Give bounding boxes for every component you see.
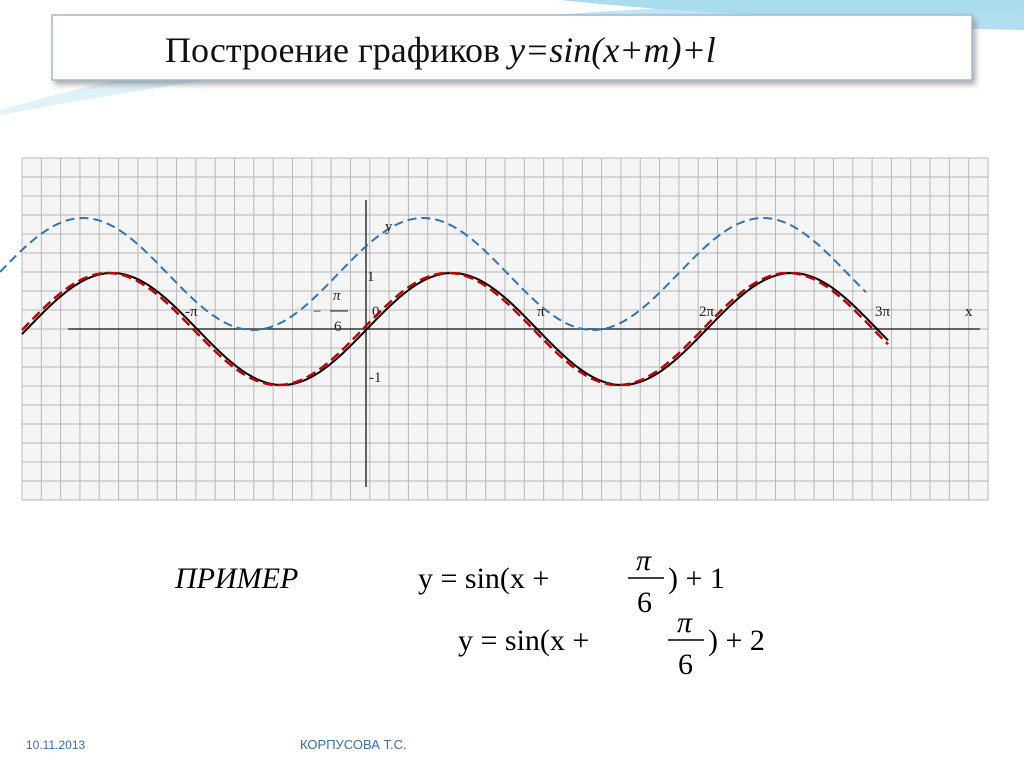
curve-shifted-up (0, 217, 867, 331)
footer-author: КОРПУСОВА Т.С. (300, 737, 407, 752)
tick-label: -1 (369, 370, 382, 386)
fraction-denominator: 6 (334, 319, 342, 335)
formula-rhs: ) + 1 (668, 562, 725, 595)
footer-date: 10.11.2013 (26, 738, 85, 752)
formula-rhs: ) + 2 (708, 624, 765, 657)
tick-label: -π (185, 304, 198, 320)
tick-label: 3π (875, 304, 891, 320)
formula: y = sin(x + π 6 ) + 1 (418, 544, 725, 619)
fraction-numerator: π (333, 288, 341, 304)
y-axis-label: y (385, 219, 393, 235)
formula-numerator: π (677, 606, 693, 639)
title-formula: y=sin(x+m)+l (506, 30, 716, 70)
x-axis-label: x (965, 304, 973, 320)
formula-numerator: π (636, 544, 652, 577)
formula-lhs: y = sin(x + (458, 624, 589, 657)
title-text: Построение графиков (165, 30, 509, 70)
decor-swoosh (560, 0, 1024, 17)
formula-lhs: y = sin(x + (418, 562, 549, 595)
tick-label: 1 (367, 269, 375, 285)
tick-label: 2π (699, 304, 715, 320)
fraction-sign: − (313, 304, 321, 320)
formula-denominator: 6 (678, 648, 693, 681)
tick-label: π (537, 304, 545, 320)
formula-denominator: 6 (637, 586, 652, 619)
formula: y = sin(x + π 6 ) + 2 (458, 606, 765, 681)
title: Построение графиков y=sin(x+m)+l (165, 30, 716, 70)
curve-shifted (21, 271, 889, 387)
title-box (51, 14, 973, 81)
tick-label: 0 (372, 304, 380, 320)
example-label: ПРИМЕР (174, 562, 298, 595)
